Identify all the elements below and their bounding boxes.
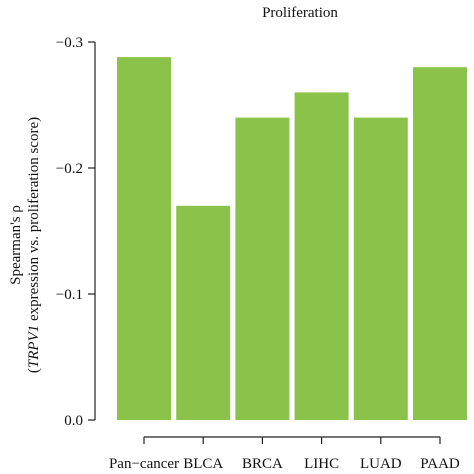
x-tick-label: LIHC: [304, 456, 339, 472]
y-tick-label: −0.2: [56, 161, 83, 177]
y-axis-label-line1: Spearman's ρ: [8, 205, 24, 285]
bar-luad: [353, 117, 408, 420]
x-tick-label: PAAD: [420, 456, 460, 472]
bar-pan-cancer: [117, 57, 171, 421]
y-tick-label: 0.0: [64, 413, 83, 429]
bars-layer: [117, 57, 467, 421]
y-tick-label: −0.3: [56, 35, 83, 51]
bar-lihc: [294, 92, 349, 421]
bar-brca: [235, 117, 290, 420]
y-axis-label: Spearman's ρ (TRPV1 expression vs. proli…: [8, 117, 42, 373]
y-axis-label-line2: (TRPV1 expression vs. proliferation scor…: [26, 117, 42, 373]
y-axis: 0.0 −0.1 −0.2 −0.3: [56, 35, 96, 429]
chart-title: Proliferation: [262, 5, 338, 21]
bar-paad: [413, 67, 467, 420]
x-tick-label: BLCA: [183, 456, 223, 472]
x-tick-label: LUAD: [360, 456, 402, 472]
bar-blca: [176, 205, 231, 420]
x-tick-label: Pan−cancer: [109, 456, 179, 472]
x-axis: Pan−cancer BLCA BRCA LIHC LUAD PAAD: [109, 436, 460, 472]
y-tick-label: −0.1: [56, 287, 83, 303]
x-tick-label: BRCA: [242, 456, 283, 472]
